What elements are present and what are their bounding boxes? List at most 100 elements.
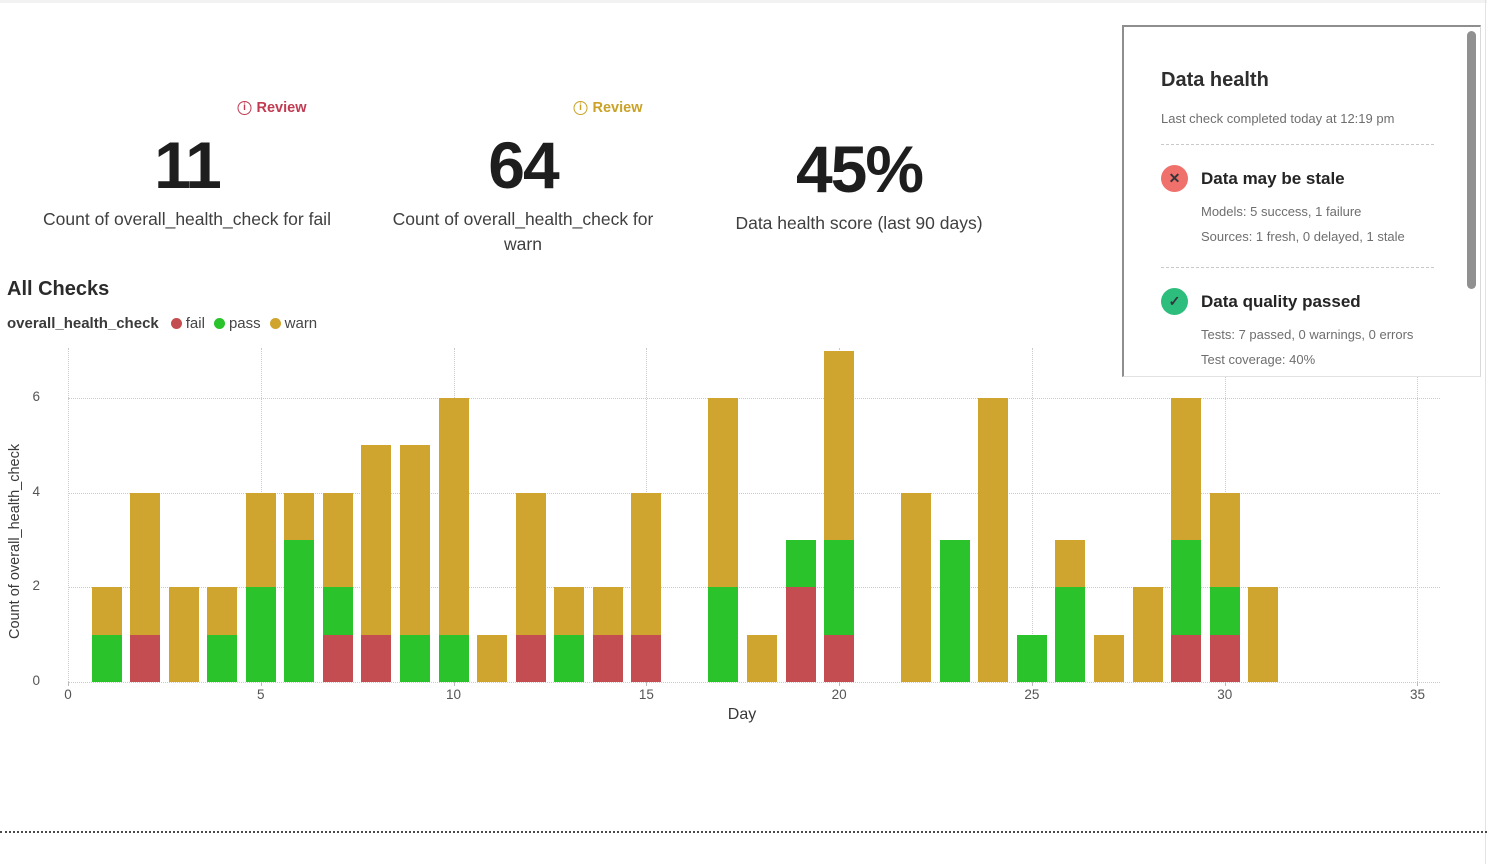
bar-day-9-warn[interactable] bbox=[400, 445, 430, 635]
panel-scrollbar-thumb[interactable] bbox=[1467, 31, 1476, 289]
bar-day-30-warn[interactable] bbox=[1209, 492, 1240, 588]
info-icon: i bbox=[573, 101, 588, 115]
bar-day-29-fail[interactable] bbox=[1171, 634, 1202, 682]
bar-day-4-warn[interactable] bbox=[207, 587, 238, 635]
metric-label-warn: Count of overall_health_check for warn bbox=[392, 209, 654, 254]
bar-day-5-pass[interactable] bbox=[245, 587, 276, 682]
bar-day-19-pass[interactable] bbox=[785, 540, 816, 588]
review-badge-warn[interactable]: i Review bbox=[573, 100, 643, 116]
legend-entry-fail[interactable]: fail bbox=[170, 315, 205, 332]
bar-day-31-warn[interactable] bbox=[1248, 587, 1279, 682]
x-tick-label: 5 bbox=[257, 687, 265, 702]
bar-day-12-fail[interactable] bbox=[515, 634, 546, 682]
review-badge-fail[interactable]: i Review bbox=[237, 100, 307, 116]
metric-value-warn: 64 bbox=[488, 128, 559, 202]
bar-day-10-warn[interactable] bbox=[438, 398, 469, 635]
bar-day-20-pass[interactable] bbox=[824, 540, 855, 635]
review-badge-label: Review bbox=[256, 100, 307, 116]
x-tick-label: 20 bbox=[831, 687, 847, 702]
y-gridline bbox=[68, 398, 1440, 400]
bar-day-7-warn[interactable] bbox=[322, 492, 353, 588]
bar-day-7-pass[interactable] bbox=[322, 587, 353, 635]
metric-tile-warn-count[interactable]: i Review 64 Count of overall_health_chec… bbox=[374, 100, 672, 257]
bar-day-27-warn[interactable] bbox=[1094, 634, 1125, 682]
bar-day-17-warn[interactable] bbox=[708, 398, 739, 588]
bar-day-17-pass[interactable] bbox=[708, 587, 739, 682]
x-tick-mark bbox=[839, 682, 841, 686]
check-circle-icon: ✓ bbox=[1161, 288, 1188, 315]
bar-day-12-warn[interactable] bbox=[515, 492, 546, 635]
x-tick-label: 30 bbox=[1217, 687, 1233, 702]
metric-label-score: Data health score (last 90 days) bbox=[735, 213, 983, 233]
health-item-title: Data quality passed bbox=[1201, 291, 1361, 311]
y-gridline bbox=[68, 587, 1440, 589]
top-divider bbox=[0, 0, 1487, 3]
bar-day-30-pass[interactable] bbox=[1209, 587, 1240, 635]
x-tick-label: 35 bbox=[1409, 687, 1425, 702]
bar-day-20-fail[interactable] bbox=[824, 634, 855, 682]
bar-day-24-warn[interactable] bbox=[978, 398, 1009, 682]
bar-day-20-warn[interactable] bbox=[824, 350, 855, 540]
x-gridline bbox=[1417, 348, 1419, 682]
bar-day-11-warn[interactable] bbox=[477, 634, 508, 682]
bar-day-1-warn[interactable] bbox=[91, 587, 122, 635]
review-badge-label: Review bbox=[592, 100, 643, 116]
bar-day-3-warn[interactable] bbox=[168, 587, 199, 682]
bar-day-2-warn[interactable] bbox=[130, 492, 161, 635]
bar-day-23-pass[interactable] bbox=[939, 540, 970, 682]
bar-day-26-warn[interactable] bbox=[1055, 540, 1086, 588]
bar-day-2-fail[interactable] bbox=[130, 634, 161, 682]
x-tick-mark bbox=[646, 682, 648, 686]
bar-day-14-fail[interactable] bbox=[592, 634, 623, 682]
metric-value-fail: 11 bbox=[154, 128, 222, 202]
bar-day-4-pass[interactable] bbox=[207, 634, 238, 682]
fail-dot-icon bbox=[170, 318, 182, 329]
bar-day-6-pass[interactable] bbox=[284, 540, 315, 682]
section-title: All Checks bbox=[7, 278, 110, 300]
x-tick-mark bbox=[1031, 682, 1033, 686]
metric-value-score: 45% bbox=[795, 132, 924, 206]
y-axis-title: Count of overall_health_check bbox=[7, 443, 23, 639]
x-tick-mark bbox=[1417, 682, 1419, 686]
bar-day-6-warn[interactable] bbox=[284, 492, 315, 540]
bar-day-8-fail[interactable] bbox=[361, 634, 392, 682]
x-tick-label: 0 bbox=[64, 687, 72, 702]
bar-day-15-warn[interactable] bbox=[631, 492, 662, 635]
bar-day-10-pass[interactable] bbox=[438, 634, 469, 682]
bar-day-13-pass[interactable] bbox=[554, 634, 585, 682]
metric-tile-fail-count[interactable]: i Review 11 Count of overall_health_chec… bbox=[38, 100, 336, 232]
bar-day-15-fail[interactable] bbox=[631, 634, 662, 682]
bar-day-14-warn[interactable] bbox=[592, 587, 623, 635]
pass-dot-icon bbox=[213, 318, 225, 329]
bar-day-13-warn[interactable] bbox=[554, 587, 585, 635]
y-tick-label: 0 bbox=[32, 673, 40, 688]
bar-day-8-warn[interactable] bbox=[361, 445, 392, 635]
bar-day-18-warn[interactable] bbox=[747, 634, 778, 682]
bar-day-22-warn[interactable] bbox=[901, 492, 932, 682]
y-gridline bbox=[68, 682, 1440, 683]
bar-day-9-pass[interactable] bbox=[400, 634, 430, 682]
bar-day-28-warn[interactable] bbox=[1132, 587, 1163, 682]
bar-day-7-fail[interactable] bbox=[322, 634, 353, 682]
info-icon: i bbox=[237, 101, 252, 115]
x-tick-label: 10 bbox=[446, 687, 462, 702]
bar-day-1-pass[interactable] bbox=[91, 634, 122, 682]
dashed-divider bbox=[1161, 267, 1434, 268]
legend-entry-warn[interactable]: warn bbox=[269, 315, 317, 332]
bar-day-26-pass[interactable] bbox=[1055, 587, 1086, 682]
bar-day-5-warn[interactable] bbox=[245, 492, 276, 588]
x-tick-label: 25 bbox=[1024, 687, 1040, 702]
bar-day-29-pass[interactable] bbox=[1171, 540, 1202, 635]
x-tick-mark bbox=[453, 682, 455, 686]
bar-day-30-fail[interactable] bbox=[1209, 634, 1240, 682]
health-item-title: Data may be stale bbox=[1201, 168, 1345, 188]
bar-day-29-warn[interactable] bbox=[1171, 398, 1202, 540]
bar-day-19-fail[interactable] bbox=[785, 587, 816, 682]
y-tick-label: 6 bbox=[32, 389, 40, 405]
legend-entry-pass[interactable]: pass bbox=[213, 315, 261, 332]
metric-tile-health-score[interactable]: 45% Data health score (last 90 days) bbox=[710, 136, 1008, 236]
data-health-panel: Data health Last check completed today a… bbox=[1122, 25, 1481, 377]
bar-day-25-pass[interactable] bbox=[1016, 634, 1047, 682]
